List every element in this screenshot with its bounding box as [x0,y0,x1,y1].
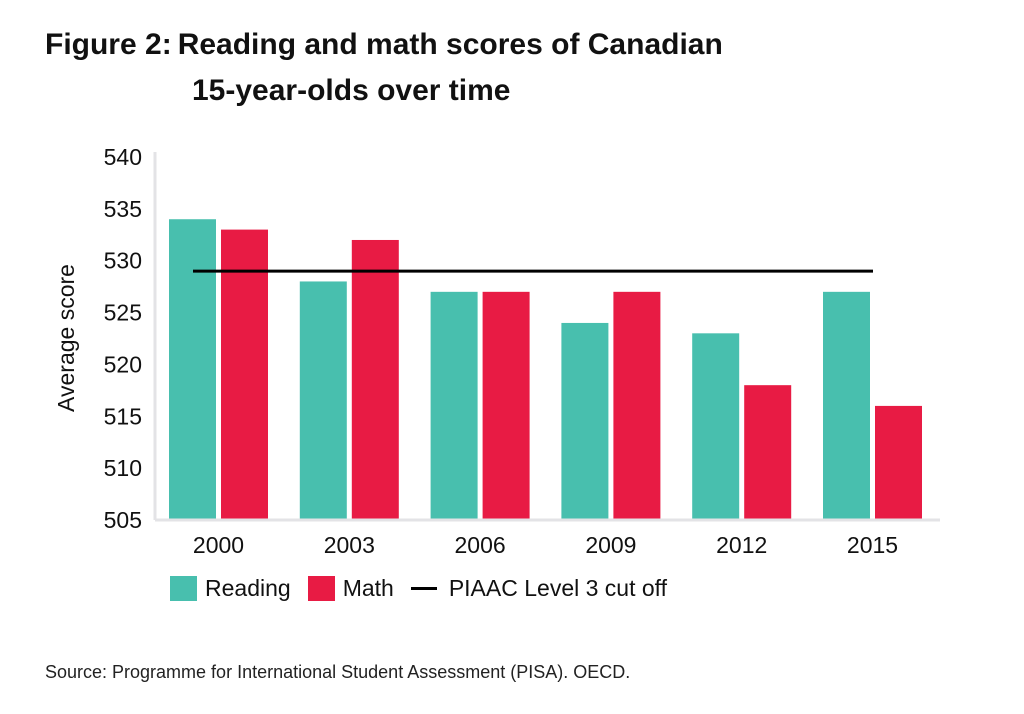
cutoff-swatch [410,587,437,590]
math-bar-2015 [875,405,922,519]
math-swatch [307,576,335,601]
y-tick-label: 535 [104,196,142,222]
title-line-1: Reading and math scores of Canadian [177,28,723,61]
reading-swatch [170,576,197,601]
y-tick-label: 515 [104,403,142,429]
legend-label: Reading [205,575,291,601]
x-tick-label: 2015 [847,532,898,558]
y-tick-label: 530 [104,248,142,274]
y-tick-label: 505 [104,507,142,533]
chart-title: Figure 2: Reading and math scores of Cana… [45,22,723,114]
reading-bar-2000 [169,219,216,519]
reading-bar-2006 [430,291,478,519]
y-axis-label: Average score [53,264,79,412]
y-tick-label: 510 [104,455,142,481]
reading-bar-2015 [823,291,870,519]
x-tick-label: 2009 [585,532,636,558]
reading-bar-2012 [692,333,740,519]
math-bar-2000 [221,229,268,519]
x-tick-label: 2006 [455,532,506,558]
legend-item-math: Math [307,575,394,602]
reading-bar-2003 [299,281,347,519]
math-bar-2012 [744,385,792,519]
legend-item-cutoff: PIAAC Level 3 cut off [410,575,668,602]
math-bar-2009 [613,291,661,519]
title-line-2: 15-year-olds over time [192,74,511,107]
legend-label: Math [342,575,394,601]
x-tick-label: 2000 [193,532,244,558]
math-bar-2006 [482,291,530,519]
x-tick-label: 2003 [324,532,375,558]
legend-item-reading: Reading [170,575,291,602]
legend: Reading Math PIAAC Level 3 cut off [170,575,684,602]
legend-label: PIAAC Level 3 cut off [448,575,668,601]
y-tick-label: 525 [104,300,142,326]
source-note: Source: Programme for International Stud… [45,662,631,682]
figure-label: Figure 2: [45,28,172,61]
y-tick-label: 520 [104,351,142,377]
x-tick-label: 2012 [716,532,767,558]
reading-bar-2009 [561,322,609,519]
math-bar-2003 [351,239,399,519]
y-tick-label: 540 [104,144,142,170]
